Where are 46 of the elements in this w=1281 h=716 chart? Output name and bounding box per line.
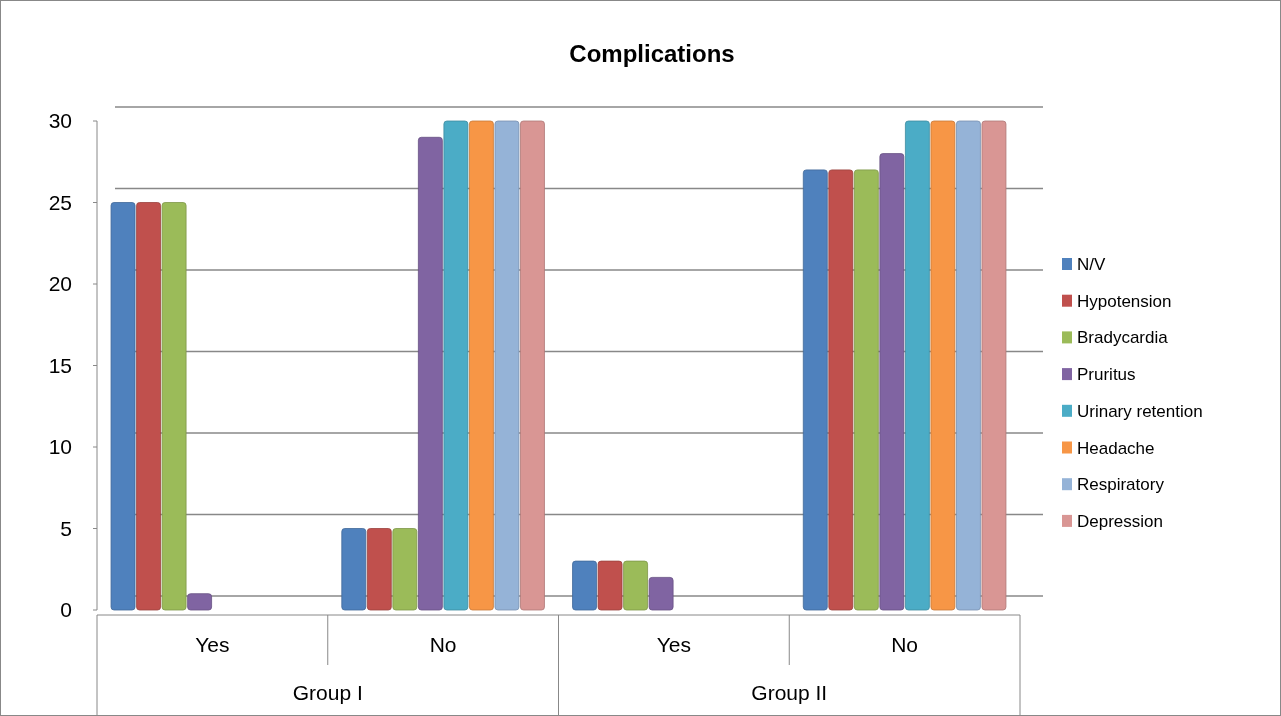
bar: [136, 202, 161, 611]
bar: [469, 120, 494, 611]
x-tick-label: No: [891, 633, 919, 656]
bar: [930, 120, 956, 611]
legend-label: Hypotension: [1077, 291, 1172, 311]
chart-title: Complications: [569, 40, 735, 67]
bar: [161, 202, 187, 611]
y-tick-label: 15: [48, 353, 72, 377]
bar: [904, 120, 930, 611]
bar: [572, 560, 597, 611]
bar: [828, 169, 854, 611]
y-tick-label: 20: [48, 272, 72, 295]
bar: [853, 169, 879, 611]
x-tick-label: No: [429, 633, 457, 656]
bar: [341, 528, 367, 611]
legend-label: Depression: [1077, 511, 1163, 531]
legend-label: Headache: [1077, 438, 1155, 458]
bar: [981, 120, 1007, 611]
legend-label: N/V: [1077, 255, 1106, 274]
legend-label: Bradycardia: [1077, 328, 1169, 348]
x-tick-label: Yes: [656, 633, 692, 656]
legend-label: Respiratory: [1077, 475, 1165, 495]
bar: [110, 202, 136, 611]
bar: [956, 120, 981, 611]
bar: [494, 120, 520, 611]
text: Group II: [751, 681, 828, 704]
y-tick-label: 30: [48, 109, 72, 132]
bar: [623, 560, 648, 611]
bar: [520, 120, 545, 611]
y-tick-label: 5: [60, 516, 72, 540]
bar: [879, 153, 905, 611]
bar: [187, 593, 213, 611]
x-tick-label: Yes: [195, 633, 230, 656]
bar: [366, 528, 392, 611]
text: Group I: [292, 681, 363, 704]
y-tick-label: 25: [48, 190, 72, 214]
bar: [392, 528, 418, 611]
legend-label: Pruritus: [1077, 365, 1136, 385]
bar: [443, 120, 469, 611]
bar: [648, 577, 674, 611]
y-tick-label: 0: [60, 598, 72, 621]
y-tick-label: 10: [48, 435, 72, 458]
bar: [597, 560, 623, 611]
legend-label: Urinary retention: [1077, 401, 1203, 421]
bar: [802, 169, 828, 611]
bar: [417, 136, 443, 611]
